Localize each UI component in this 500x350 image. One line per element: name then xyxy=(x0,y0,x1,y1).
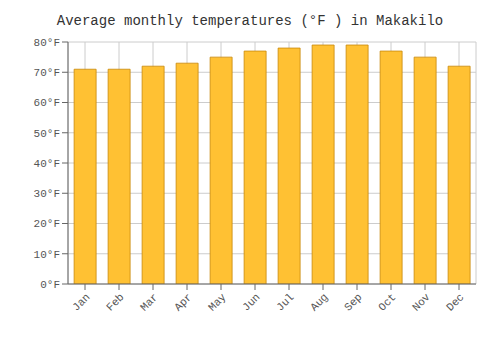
svg-text:Jul: Jul xyxy=(274,291,296,313)
svg-text:60°F: 60°F xyxy=(34,97,60,109)
svg-text:10°F: 10°F xyxy=(34,249,60,261)
svg-text:80°F: 80°F xyxy=(34,37,60,49)
svg-text:20°F: 20°F xyxy=(34,218,60,230)
svg-text:May: May xyxy=(206,291,229,314)
svg-text:Jan: Jan xyxy=(70,291,92,313)
html-text:Average monthly temperatures (: Average monthly temperatures (°F ) in Ma… xyxy=(56,13,444,29)
svg-text:Sep: Sep xyxy=(342,291,364,313)
svg-text:0°F: 0°F xyxy=(40,279,60,291)
svg-text:40°F: 40°F xyxy=(34,158,60,170)
svg-text:Nov: Nov xyxy=(410,291,433,314)
svg-text:Oct: Oct xyxy=(376,291,398,313)
svg-text:Dec: Dec xyxy=(444,291,466,313)
svg-text:30°F: 30°F xyxy=(34,188,60,200)
svg-text:Jun: Jun xyxy=(240,291,262,313)
svg-text:Feb: Feb xyxy=(104,291,126,313)
svg-text:Aug: Aug xyxy=(308,291,330,313)
svg-text:Apr: Apr xyxy=(172,291,194,313)
svg-text:70°F: 70°F xyxy=(34,67,60,79)
svg-text:Mar: Mar xyxy=(138,291,160,313)
svg-text:50°F: 50°F xyxy=(34,128,60,140)
